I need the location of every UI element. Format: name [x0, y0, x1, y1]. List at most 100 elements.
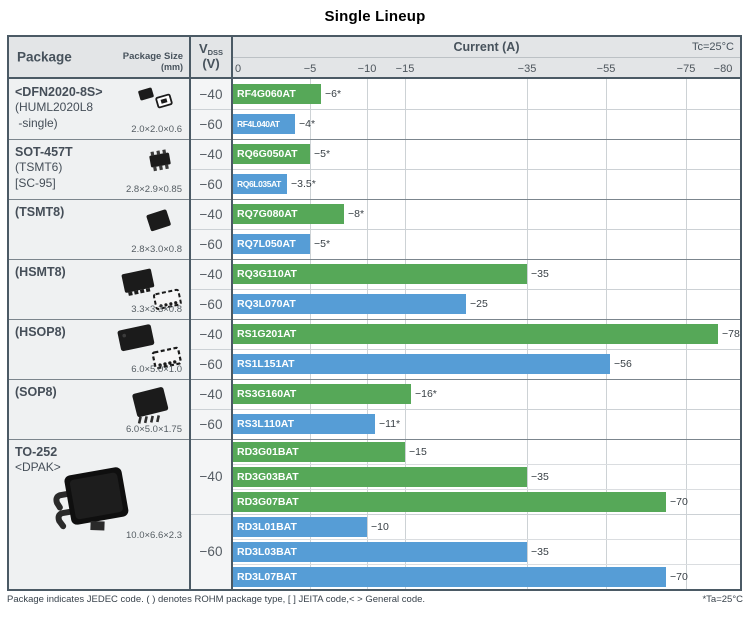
axis-tick: −55 [596, 63, 616, 75]
current-value: −6* [325, 88, 342, 100]
vdss-value: −60 [191, 169, 233, 199]
vdss-value: −60 [191, 229, 233, 259]
bar-row: RD3G07BAT −70 [233, 489, 740, 514]
package-size: 2.8×2.9×0.85 [126, 184, 182, 195]
package-header-label: Package [17, 49, 72, 65]
vdss-header-label: VDSS [198, 40, 224, 57]
bar-row: RD3G03BAT −35 [233, 464, 740, 489]
current-value: −35 [531, 470, 549, 483]
tsmt8-package-icon [139, 205, 177, 242]
current-bar: RS3G160AT [233, 384, 411, 404]
package-name: TO-252 [15, 445, 58, 459]
part-number: RS1G201AT [237, 328, 297, 340]
current-bar: RD3L07BAT [233, 566, 666, 587]
current-bar: RD3G07BAT [233, 491, 666, 512]
vdss-value: −60 [191, 409, 233, 439]
current-value: −70 [670, 495, 688, 508]
part-number: RD3L01BAT [237, 520, 297, 533]
package-name: (HSMT8) [15, 265, 66, 279]
part-number: RD3L03BAT [237, 545, 297, 558]
current-value: −5* [314, 148, 331, 160]
vdss-value: −60 [191, 514, 233, 589]
current-value: −8* [348, 208, 365, 220]
package-row: (HSMT8) 3.3×3.3×0.8 −40 RQ3G110AT −35 −60 RQ3… [9, 259, 740, 319]
current-bar: RD3L01BAT [233, 516, 367, 537]
to252-package-icon [45, 463, 149, 560]
current-column-header: Current (A) Tc=25°C 0 −5 −10 −15 −35 −55 −75 −8… [233, 37, 740, 77]
current-bar: RQ7G080AT [233, 204, 344, 224]
vdss-value: −40 [191, 199, 233, 229]
package-size: 2.8×3.0×0.8 [131, 244, 182, 255]
axis-ticks: 0 −5 −10 −15 −35 −55 −75 −80 [233, 58, 740, 77]
current-bar: RD3L03BAT [233, 541, 527, 562]
axis-tick: 0 [235, 63, 242, 75]
vdss-group: −60 RD3L01BAT −10 RD3L03BAT −35 RD3L07BAT −70 [191, 514, 740, 589]
vdss-group: −40 RQ3G110AT −35 [191, 259, 740, 289]
table-header: Package Package Size (mm) VDSS (V) Curren… [9, 37, 740, 79]
package-code: (HUML2020L8 [15, 100, 94, 115]
package-size: 10.0×6.6×2.3 [126, 530, 182, 541]
package-cell: (SOP8) 6.0×5.0×1.75 [9, 379, 191, 439]
part-number: RQ3G110AT [237, 268, 297, 280]
vdss-group: −40 RD3G01BAT −15 RD3G03BAT −35 RD3G07BAT −70 [191, 439, 740, 514]
axis-tick: −80 [713, 63, 733, 75]
package-name: SOT-457T [15, 145, 73, 159]
current-bar: RF4L040AT [233, 114, 295, 134]
current-axis-label: Current (A) [453, 40, 520, 54]
current-value: −25 [470, 298, 488, 310]
axis-tick: −75 [676, 63, 696, 75]
vdss-group: −40 RS3G160AT −16* [191, 379, 740, 409]
vdss-value: −60 [191, 109, 233, 139]
vdss-group: −40 RF4G060AT −6* [191, 79, 740, 109]
current-bar: RS3L110AT [233, 414, 375, 434]
current-value: −78 [722, 328, 740, 340]
package-code: <DPAK> [15, 460, 61, 475]
bar-row: RF4G060AT −6* [233, 79, 740, 109]
part-number: RS3L110AT [237, 418, 294, 430]
bar-row: RS1L151AT −56 [233, 349, 740, 379]
part-number: RF4G060AT [237, 88, 296, 100]
package-cell: <DFN2020-8S> (HUML2020L8 -single) 2.0×2.0… [9, 79, 191, 139]
vdss-value: −40 [191, 379, 233, 409]
part-number: RD3G03BAT [237, 470, 299, 483]
bar-row: RQ6G050AT −5* [233, 139, 740, 169]
vdss-group: −60 RS3L110AT −11* [191, 409, 740, 439]
vdss-group: −60 RQ6L035AT −3.5* [191, 169, 740, 199]
table-body: <DFN2020-8S> (HUML2020L8 -single) 2.0×2.0… [9, 79, 740, 589]
current-value: −5* [314, 238, 331, 250]
part-number: RQ6L035AT [237, 179, 281, 189]
axis-tick: −35 [517, 63, 537, 75]
package-cell: TO-252 <DPAK> 10.0×6.6×2.3 [9, 439, 191, 589]
bar-row: RQ3L070AT −25 [233, 289, 740, 319]
hsmt8-package-icon [117, 265, 185, 318]
vdss-value: −40 [191, 79, 233, 109]
current-bar: RD3G03BAT [233, 466, 527, 487]
package-size: 6.0×5.0×1.0 [131, 364, 182, 375]
current-bar: RD3G01BAT [233, 441, 405, 462]
current-value: −4* [299, 118, 316, 130]
axis-tick: −5 [303, 63, 317, 75]
axis-tick: −10 [357, 63, 377, 75]
package-code: [SC-95] [15, 175, 56, 190]
bar-row: RD3L07BAT −70 [233, 564, 740, 589]
vdss-group: −60 RQ3L070AT −25 [191, 289, 740, 319]
current-value: −16* [415, 388, 437, 400]
current-value: −35 [531, 545, 549, 558]
current-bar: RQ6G050AT [233, 144, 310, 164]
hsop8-package-icon [113, 321, 185, 378]
package-row: (TSMT8) 2.8×3.0×0.8 −40 RQ7G080AT −8* −60 RQ7… [9, 199, 740, 259]
current-bar: RQ7L050AT [233, 234, 310, 254]
part-number: RQ7L050AT [237, 238, 296, 250]
package-name: <DFN2020-8S> [15, 85, 103, 99]
vdss-column-header: VDSS (V) [191, 37, 233, 77]
vdss-group: −40 RQ6G050AT −5* [191, 139, 740, 169]
temp-condition-label: Tc=25°C [691, 41, 734, 53]
package-name: (SOP8) [15, 385, 57, 399]
bar-row: RF4L040AT −4* [233, 109, 740, 139]
footer-temp-note: *Ta=25°C [702, 594, 743, 605]
vdss-value: −40 [191, 439, 233, 514]
current-bar: RS1L151AT [233, 354, 610, 374]
vdss-header-unit: (V) [202, 56, 220, 72]
package-code: -single) [15, 115, 58, 130]
